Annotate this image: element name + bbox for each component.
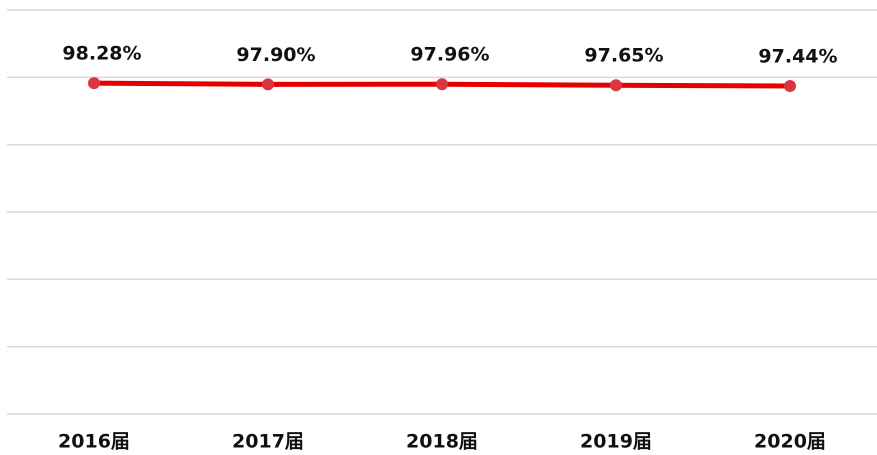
data-label: 98.28% <box>62 43 141 65</box>
x-tick-label: 2019届 <box>580 431 652 453</box>
x-tick-label: 2017届 <box>232 431 304 453</box>
marker <box>610 79 622 92</box>
marker <box>262 78 274 91</box>
marker <box>784 79 796 92</box>
data-label: 97.90% <box>236 44 315 66</box>
x-tick-label: 2016届 <box>58 431 130 453</box>
marker <box>436 78 448 91</box>
x-tick-label: 2020届 <box>754 431 826 453</box>
marker <box>88 77 100 90</box>
x-tick-label: 2018届 <box>406 431 478 453</box>
data-label: 97.65% <box>584 45 663 67</box>
data-label: 97.44% <box>758 45 837 67</box>
data-label: 97.96% <box>410 44 489 66</box>
